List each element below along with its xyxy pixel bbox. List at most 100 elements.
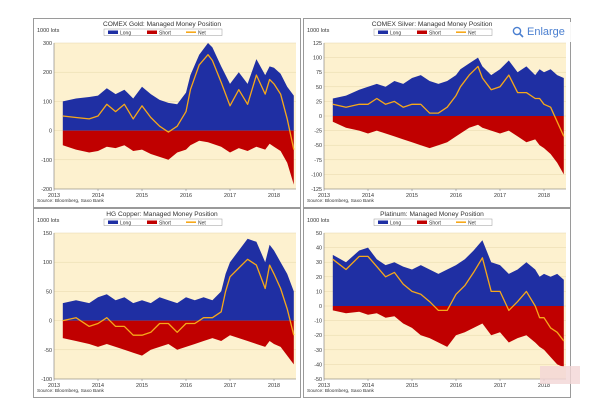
legend-label-short: Short (429, 220, 442, 226)
chart-title: COMEX Silver: Managed Money Position (372, 21, 493, 28)
unit-label: 1000 lots (37, 28, 60, 34)
legend-label-net: Net (198, 30, 206, 36)
x-tick-label: 2015 (406, 193, 418, 199)
y-tick-label: -100 (41, 158, 52, 164)
x-tick-label: 2017 (494, 193, 506, 199)
x-tick-label: 2013 (318, 193, 330, 199)
series-net-line (62, 258, 295, 336)
y-tick-label: 10 (316, 289, 322, 295)
y-tick-label: 50 (316, 85, 322, 91)
y-tick-label: 150 (43, 231, 52, 237)
y-tick-label: 0 (49, 129, 52, 135)
series-net-line (332, 65, 565, 137)
y-tick-label: 40 (316, 246, 322, 252)
y-tick-label: 75 (316, 70, 322, 76)
x-tick-label: 2018 (268, 193, 280, 199)
y-tick-label: 0 (49, 319, 52, 325)
y-tick-label: 25 (316, 99, 322, 105)
y-tick-label: 30 (316, 260, 322, 266)
legend-swatch-long (108, 220, 118, 224)
chart-svg: HG Copper: Managed Money Position 1000 lo… (37, 211, 296, 394)
legend-label-long: Long (390, 220, 401, 226)
enlarge-button[interactable]: Enlarge (506, 22, 571, 42)
x-tick-label: 2015 (136, 193, 148, 199)
y-tick-label: 0 (319, 114, 322, 120)
y-tick-label: 0 (319, 304, 322, 310)
y-tick-label: 100 (43, 99, 52, 105)
y-tick-label: -75 (314, 158, 322, 164)
decorative-overlay (540, 366, 580, 384)
x-tick-label: 2014 (92, 193, 104, 199)
x-tick-label: 2013 (48, 383, 60, 389)
y-tick-label: 100 (313, 56, 322, 62)
chart-panel-copper: HG Copper: Managed Money Position 1000 lo… (33, 208, 301, 398)
chart-panel-platinum: Platinum: Managed Money Position 1000 lot… (303, 208, 571, 398)
y-tick-label: -40 (314, 362, 322, 368)
chart-svg: COMEX Gold: Managed Money Position 1000 l… (37, 21, 296, 204)
chart-svg: COMEX Silver: Managed Money Position 100 0… (307, 21, 566, 204)
legend-label-net: Net (468, 30, 476, 36)
x-tick-label: 2016 (450, 193, 462, 199)
y-tick-label: 200 (43, 70, 52, 76)
y-tick-label: -200 (41, 187, 52, 193)
x-tick-label: 2018 (538, 383, 550, 389)
y-tick-label: -125 (311, 187, 322, 193)
unit-label: 1000 lots (307, 218, 330, 224)
source-note: Source: Bloomberg, Saxo Bank (37, 198, 105, 204)
legend-label-long: Long (120, 30, 131, 36)
legend-label-short: Short (159, 30, 172, 36)
chart-title: HG Copper: Managed Money Position (106, 211, 218, 218)
unit-label: 1000 lots (37, 218, 60, 224)
y-tick-label: 125 (313, 41, 322, 47)
y-tick-label: -50 (314, 143, 322, 149)
legend-swatch-long (108, 30, 118, 34)
chart-svg: Platinum: Managed Money Position 1000 lot… (307, 211, 566, 394)
series-short-area (62, 130, 294, 185)
legend-swatch-short (417, 220, 427, 224)
magnifier-icon (512, 26, 524, 38)
y-tick-label: 20 (316, 275, 322, 281)
series-short-area (332, 306, 564, 368)
x-tick-label: 2014 (362, 193, 374, 199)
y-tick-label: -50 (44, 348, 52, 354)
legend: Long Short Net (373, 28, 493, 36)
y-tick-label: -25 (314, 129, 322, 135)
legend-swatch-long (378, 30, 388, 34)
y-tick-label: 100 (43, 260, 52, 266)
x-tick-label: 2015 (136, 383, 148, 389)
legend-label-long: Long (390, 30, 401, 36)
x-tick-label: 2014 (362, 383, 374, 389)
series-short-area (62, 320, 294, 365)
y-tick-label: 300 (43, 41, 52, 47)
series-long-area (62, 43, 294, 131)
legend-label-long: Long (120, 220, 131, 226)
x-tick-label: 2017 (494, 383, 506, 389)
series-long-area (62, 238, 294, 321)
legend-label-net: Net (468, 220, 476, 226)
series-long-area (332, 57, 564, 116)
x-tick-label: 2017 (224, 383, 236, 389)
legend-swatch-short (147, 30, 157, 34)
legend-swatch-long (378, 220, 388, 224)
y-tick-label: -10 (314, 319, 322, 325)
legend: Long Short Net (103, 28, 223, 36)
chart-title: Platinum: Managed Money Position (380, 211, 484, 218)
legend-swatch-short (417, 30, 427, 34)
x-tick-label: 2015 (406, 383, 418, 389)
source-note: Source: Bloomberg, Saxo Bank (307, 388, 375, 394)
x-tick-label: 2017 (224, 193, 236, 199)
y-tick-label: -30 (314, 348, 322, 354)
legend: Long Short Net (373, 218, 493, 226)
series-net-line (332, 255, 565, 342)
y-tick-label: -50 (314, 377, 322, 383)
legend-label-net: Net (198, 220, 206, 226)
legend-label-short: Short (159, 220, 172, 226)
x-tick-label: 2016 (180, 383, 192, 389)
legend-label-short: Short (429, 30, 442, 36)
series-long-area (332, 240, 564, 306)
legend-swatch-short (147, 220, 157, 224)
x-tick-label: 2013 (48, 193, 60, 199)
y-tick-label: 50 (46, 289, 52, 295)
y-tick-label: -100 (41, 377, 52, 383)
y-tick-label: -100 (311, 172, 322, 178)
